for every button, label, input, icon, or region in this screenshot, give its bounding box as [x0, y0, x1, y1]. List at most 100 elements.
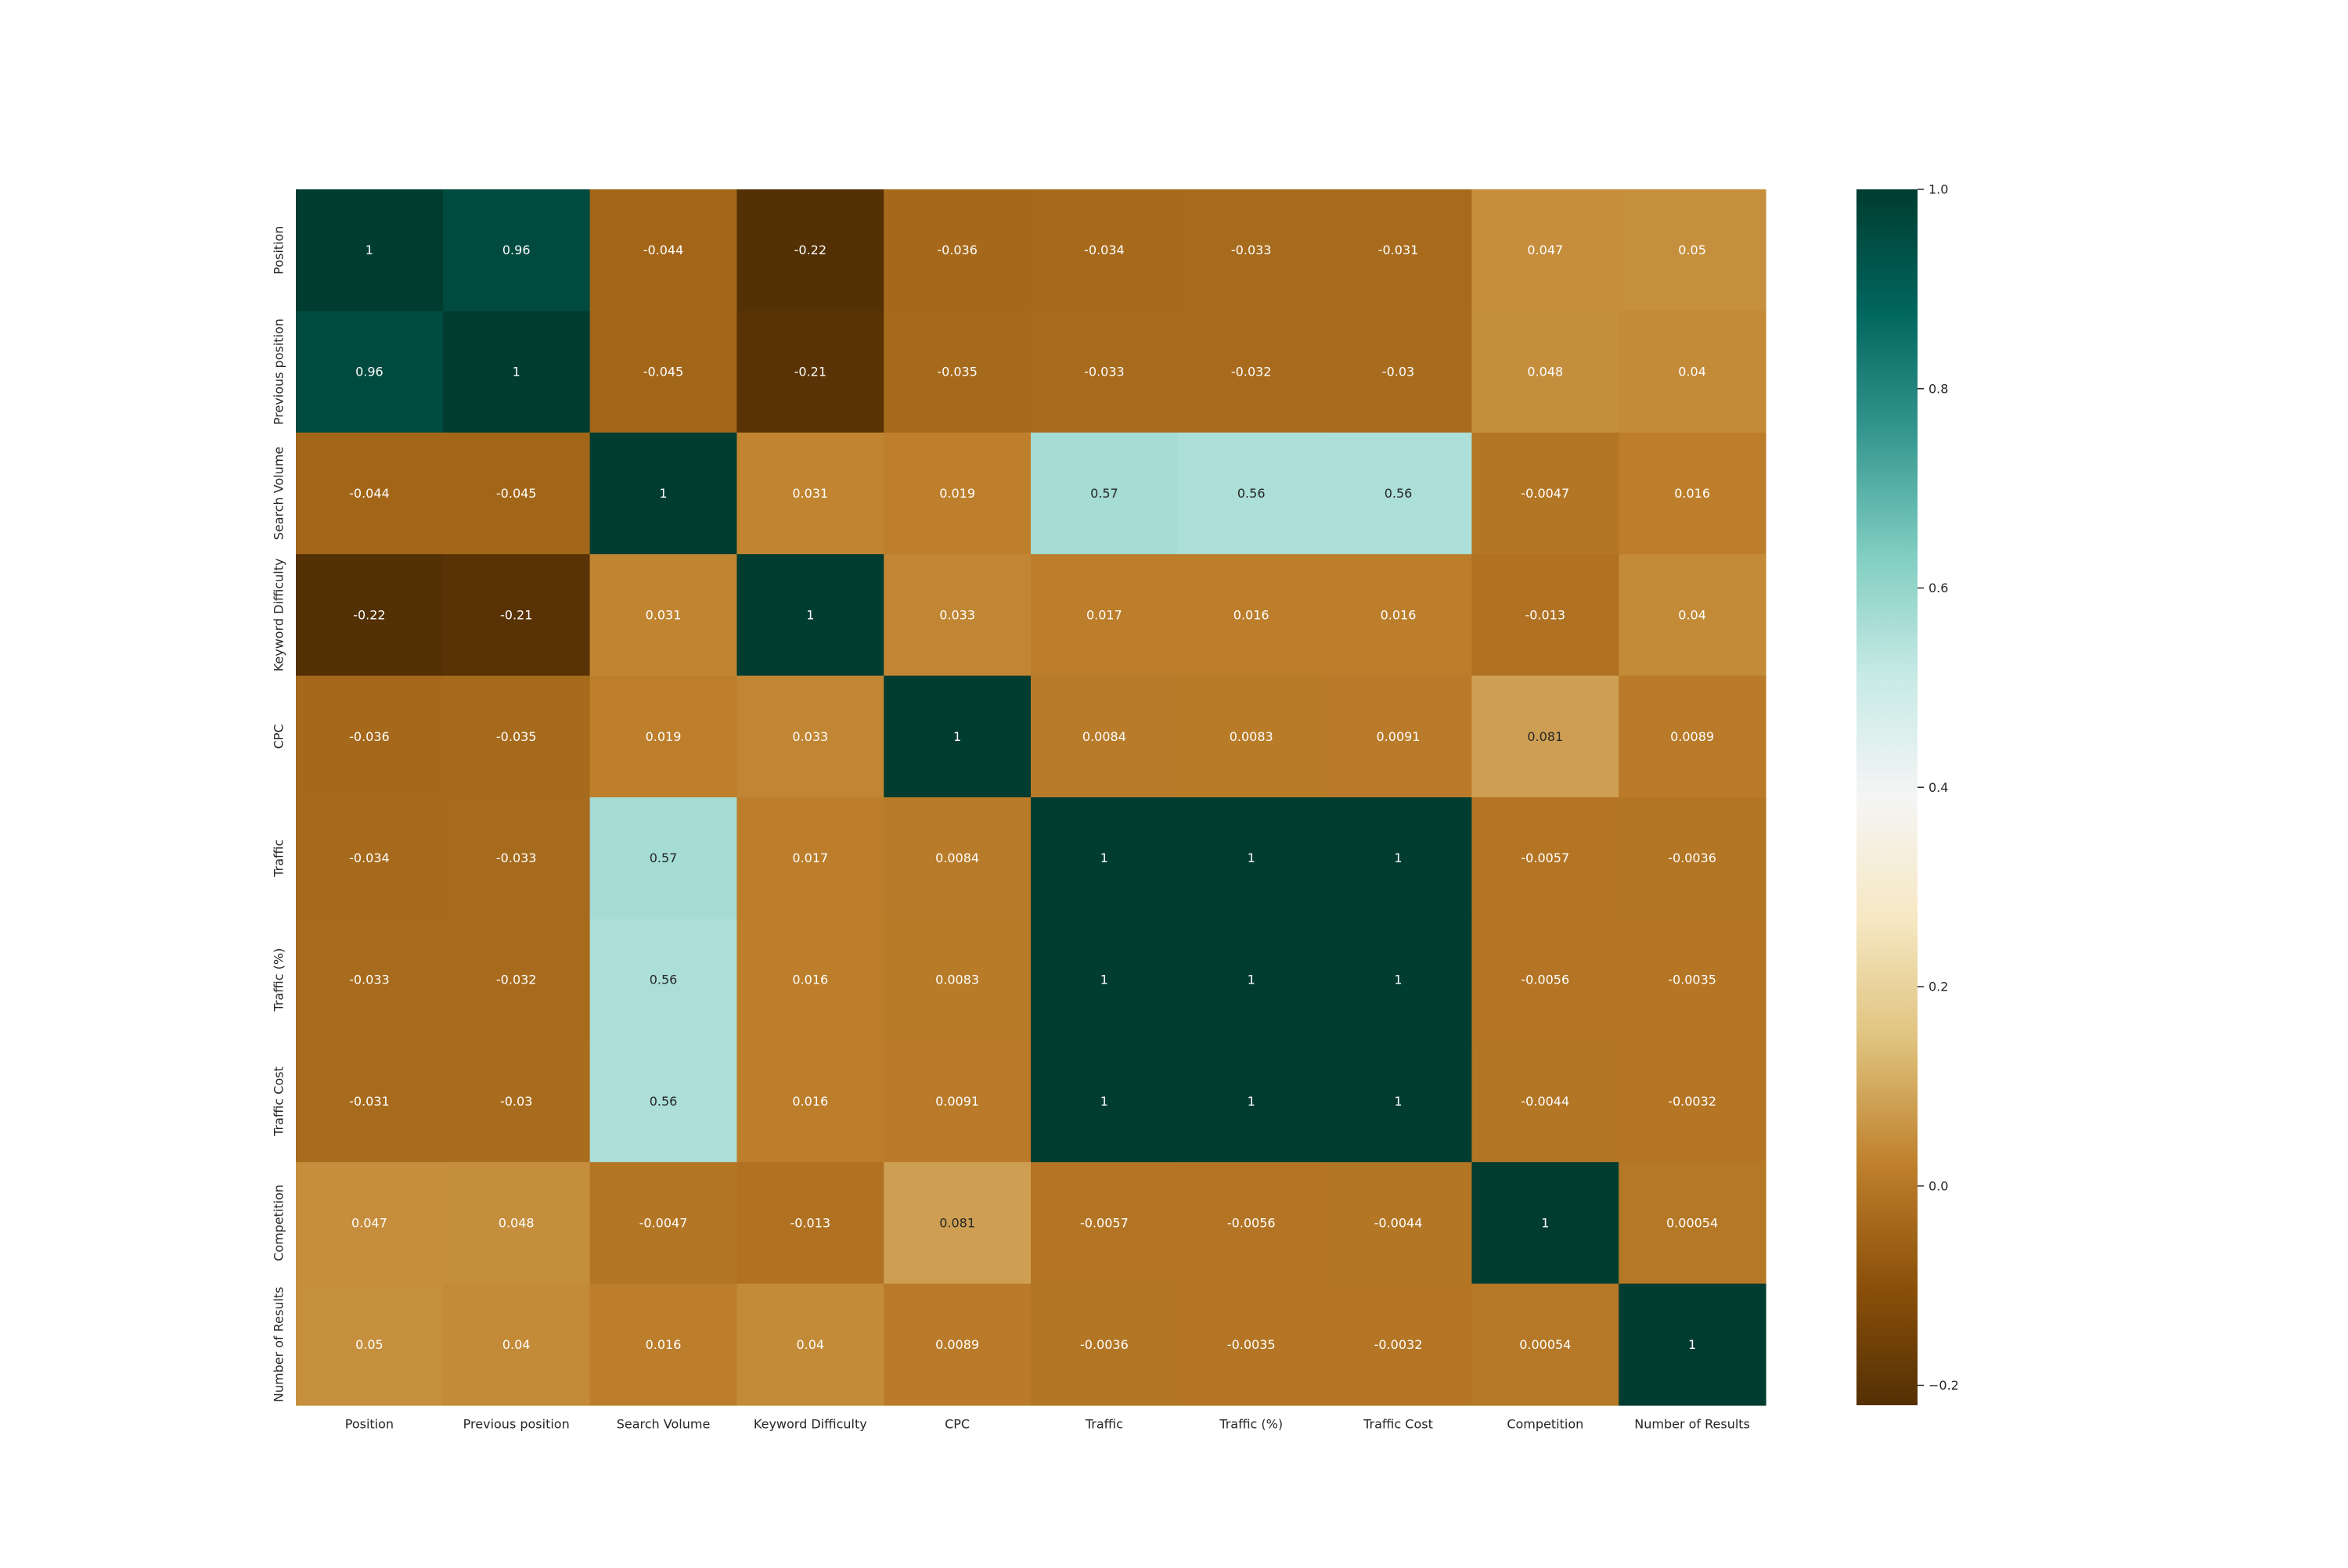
cell-annotation: 1: [659, 486, 667, 501]
y-tick-label: CPC: [272, 724, 286, 749]
heatmap-cell: [1031, 432, 1179, 555]
heatmap-cell: [1471, 432, 1619, 555]
x-tick-label: Traffic: [1085, 1417, 1123, 1432]
colorbar-tick-label: 0.8: [1928, 381, 1948, 396]
heatmap-cell: [1324, 675, 1472, 798]
heatmap-cell: [1031, 919, 1179, 1041]
heatmap-cell: [589, 1283, 737, 1406]
heatmap-cell: [442, 432, 591, 555]
cell-annotation: -0.0047: [1521, 486, 1569, 501]
y-tick-label: Traffic: [272, 840, 286, 878]
heatmap-cell: [1619, 1162, 1766, 1285]
cell-annotation: 0.96: [502, 243, 531, 257]
heatmap-cell: [296, 189, 444, 311]
cell-annotation: 1: [1248, 1094, 1255, 1109]
heatmap-cell: [589, 675, 737, 798]
heatmap-cell: [884, 311, 1032, 433]
cell-annotation: 0.016: [792, 1094, 828, 1109]
cell-annotation: 0.0084: [935, 851, 979, 865]
heatmap-cell: [884, 1162, 1032, 1285]
cell-annotation: -0.0036: [1668, 851, 1716, 865]
heatmap-cell: [884, 1283, 1032, 1406]
cell-annotation: 0.016: [1233, 607, 1269, 622]
x-tick-label: Position: [345, 1417, 394, 1432]
cell-annotation: 0.081: [1527, 729, 1563, 744]
heatmap-cell: [1031, 675, 1179, 798]
heatmap-cell: [1471, 675, 1619, 798]
heatmap-cell: [1177, 189, 1326, 311]
heatmap-cell: [296, 675, 444, 798]
y-tick-label: Keyword Difficulty: [272, 559, 286, 672]
heatmap-cell: [1177, 675, 1326, 798]
heatmap-cell: [1324, 1162, 1472, 1285]
cell-annotation: 0.56: [650, 1094, 678, 1109]
colorbar-tick-label: 0.4: [1928, 780, 1948, 795]
cell-annotation: 0.0089: [935, 1337, 979, 1352]
heatmap-cell: [589, 1162, 737, 1285]
cell-annotation: 0.57: [650, 851, 678, 865]
cell-annotation: -0.0057: [1080, 1215, 1129, 1230]
cell-annotation: 0.04: [502, 1337, 531, 1352]
colorbar-tick-label: 0.2: [1928, 980, 1948, 994]
cell-annotation: 0.047: [351, 1215, 387, 1230]
cell-annotation: -0.21: [794, 365, 826, 379]
cell-annotation: 1: [1248, 851, 1255, 865]
heatmap-cell: [1324, 432, 1472, 555]
heatmap-cell: [1177, 311, 1326, 433]
cell-annotation: -0.035: [496, 729, 537, 744]
heatmap-cell: [884, 189, 1032, 311]
cell-annotation: -0.0047: [639, 1215, 688, 1230]
cell-annotation: 0.019: [646, 729, 682, 744]
cell-annotation: 0.0089: [1670, 729, 1714, 744]
cell-annotation: 0.047: [1527, 243, 1563, 257]
heatmap-cell: [589, 1040, 737, 1163]
cell-annotation: 0.04: [796, 1337, 824, 1352]
heatmap-cell: [296, 554, 444, 677]
heatmap-cell: [589, 189, 737, 311]
heatmap-cell: [296, 1040, 444, 1163]
heatmap-cell: [1471, 189, 1619, 311]
heatmap-cell: [1471, 1040, 1619, 1163]
cell-annotation: 0.0091: [1377, 729, 1421, 744]
cell-annotation: 0.04: [1678, 365, 1706, 379]
cell-annotation: 1: [806, 607, 814, 622]
heatmap-cell: [1471, 311, 1619, 433]
heatmap-cell: [442, 1283, 591, 1406]
y-axis-labels: Position Previous position Search Volume Ke…: [272, 226, 286, 1403]
y-tick-label: Position: [272, 226, 286, 275]
heatmap-cell: [589, 919, 737, 1041]
colorbar-tick-label: 0.0: [1928, 1178, 1948, 1193]
cell-annotation: -0.0056: [1521, 973, 1569, 987]
heatmap-cell: [1324, 311, 1472, 433]
x-axis-labels: Position Previous position Search Volume Ke…: [345, 1417, 1750, 1432]
cell-annotation: 0.56: [1237, 486, 1266, 501]
heatmap-cell: [589, 311, 737, 433]
heatmap-cell: [442, 311, 591, 433]
heatmap-cell: [1177, 1162, 1326, 1285]
x-tick-label: Search Volume: [617, 1417, 711, 1432]
heatmap-cell: [1031, 1162, 1179, 1285]
cell-annotation: 0.017: [792, 851, 828, 865]
cell-annotation: 0.04: [1678, 607, 1706, 622]
cell-annotation: 0.017: [1086, 607, 1122, 622]
cell-annotation: -0.033: [1084, 365, 1125, 379]
heatmap-cell: [1471, 797, 1619, 919]
cell-annotation: 0.019: [939, 486, 975, 501]
cell-annotation: 1: [1248, 973, 1255, 987]
heatmap-cell: [1031, 1040, 1179, 1163]
cell-annotation: 0.016: [646, 1337, 682, 1352]
cell-annotation: 1: [953, 729, 961, 744]
cell-annotation: 1: [1394, 1094, 1402, 1109]
y-tick-label: Previous position: [272, 318, 286, 425]
heatmap-cell: [442, 675, 591, 798]
cell-annotation: -0.044: [349, 486, 390, 501]
cell-annotation: -0.033: [1231, 243, 1272, 257]
cell-annotation: -0.22: [353, 607, 385, 622]
cell-annotation: -0.032: [496, 973, 537, 987]
heatmap-cell: [1177, 1283, 1326, 1406]
heatmap-cell: [736, 1040, 884, 1163]
y-tick-label: Traffic Cost: [272, 1066, 286, 1137]
cell-annotation: 0.081: [939, 1215, 975, 1230]
heatmap-cell: [884, 675, 1032, 798]
